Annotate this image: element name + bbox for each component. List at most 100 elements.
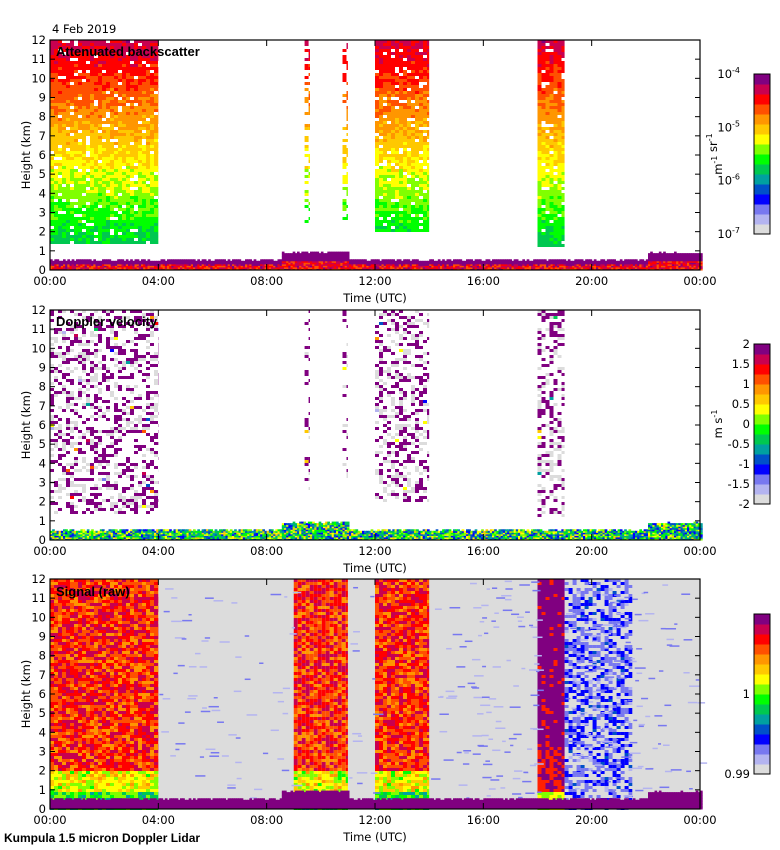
heatmap-cell xyxy=(70,223,74,226)
heatmap-cell xyxy=(419,61,423,64)
heatmap-cell xyxy=(249,265,252,268)
heatmap-cell xyxy=(150,202,154,205)
heatmap-cell xyxy=(385,265,389,268)
heatmap-cell xyxy=(415,67,419,70)
heatmap-cell xyxy=(142,106,146,109)
heatmap-cell xyxy=(203,266,207,269)
heatmap-cell xyxy=(415,79,419,82)
heatmap-cell xyxy=(403,169,407,172)
heatmap-cell xyxy=(114,46,118,49)
heatmap-cell xyxy=(407,202,411,205)
heatmap-cell xyxy=(142,205,146,208)
heatmap-cell xyxy=(142,133,146,136)
heatmap-cell xyxy=(419,88,423,91)
heatmap-cell xyxy=(407,130,411,133)
heatmap-cell xyxy=(557,118,562,121)
heatmap-cell xyxy=(415,40,419,43)
heatmap-cell xyxy=(395,169,399,172)
heatmap-cell xyxy=(251,266,255,269)
heatmap-cell xyxy=(557,259,560,262)
heatmap-cell xyxy=(366,262,369,265)
heatmap-cell xyxy=(142,145,146,148)
heatmap-cell xyxy=(58,266,62,269)
heatmap-cell xyxy=(106,109,110,112)
heatmap-cell xyxy=(50,163,54,166)
heatmap-cell xyxy=(545,226,550,229)
heatmap-cell xyxy=(142,217,146,220)
heatmap-cell xyxy=(403,181,407,184)
heatmap-cell xyxy=(114,97,118,100)
heatmap-cell xyxy=(431,263,434,266)
heatmap-cell xyxy=(78,136,82,139)
heatmap-cell xyxy=(54,97,58,100)
heatmap-cell xyxy=(557,184,562,187)
heatmap-cell xyxy=(479,266,482,269)
heatmap-cell xyxy=(58,190,62,193)
heatmap-cell xyxy=(357,262,361,265)
heatmap-cell xyxy=(415,58,419,61)
heatmap-cell xyxy=(557,124,562,127)
heatmap-cell xyxy=(401,266,404,269)
heatmap-cell xyxy=(216,259,220,262)
heatmap-cell xyxy=(520,262,523,265)
heatmap-cell xyxy=(492,262,495,265)
heatmap-cell xyxy=(143,259,146,262)
heatmap-cell xyxy=(320,254,324,257)
heatmap-cell xyxy=(541,43,546,46)
heatmap-cell xyxy=(415,118,419,121)
heatmap-cell xyxy=(118,40,122,43)
heatmap-cell xyxy=(99,262,103,265)
heatmap-cell xyxy=(587,262,590,265)
heatmap-cell xyxy=(567,260,571,263)
heatmap-cell xyxy=(561,229,565,232)
heatmap-cell xyxy=(134,184,138,187)
heatmap-cell xyxy=(98,157,102,160)
heatmap-cell xyxy=(346,148,348,151)
heatmap-cell xyxy=(496,266,499,269)
heatmap-cell xyxy=(132,263,135,266)
heatmap-cell xyxy=(541,199,546,202)
heatmap-cell xyxy=(427,106,430,109)
heatmap-cell xyxy=(146,127,150,130)
heatmap-cell xyxy=(118,238,122,241)
heatmap-cell xyxy=(395,154,399,157)
heatmap-cell xyxy=(541,136,546,139)
heatmap-cell xyxy=(82,232,86,235)
heatmap-cell xyxy=(541,76,546,79)
heatmap-cell xyxy=(466,266,469,269)
heatmap-cell xyxy=(247,260,250,263)
heatmap-cell xyxy=(142,88,146,91)
heatmap-cell xyxy=(548,263,551,266)
heatmap-cell xyxy=(474,266,478,269)
heatmap-cell xyxy=(416,260,419,263)
heatmap-cell xyxy=(281,254,285,257)
heatmap-cell xyxy=(545,103,550,106)
heatmap-cell xyxy=(78,190,82,193)
heatmap-cell xyxy=(308,67,310,70)
heatmap-cell xyxy=(58,265,62,268)
heatmap-cell xyxy=(106,100,110,103)
heatmap-cell xyxy=(308,52,310,55)
heatmap-cell xyxy=(110,202,114,205)
heatmap-cell xyxy=(150,115,154,118)
heatmap-cell xyxy=(122,130,126,133)
heatmap-cell xyxy=(134,220,138,223)
heatmap-cell xyxy=(86,238,90,241)
heatmap-cell xyxy=(74,220,78,223)
heatmap-cell xyxy=(288,265,291,268)
heatmap-cell xyxy=(122,52,126,55)
heatmap-cell xyxy=(66,106,70,109)
heatmap-cell xyxy=(146,178,150,181)
heatmap-cell xyxy=(318,254,322,257)
heatmap-cell xyxy=(50,208,54,211)
heatmap-cell xyxy=(138,103,142,106)
heatmap-cell xyxy=(114,184,118,187)
heatmap-cell xyxy=(142,190,146,193)
heatmap-cell xyxy=(375,136,379,139)
heatmap-cell xyxy=(110,124,114,127)
heatmap-cell xyxy=(154,88,158,91)
heatmap-cell xyxy=(110,235,114,238)
heatmap-cell xyxy=(375,187,379,190)
heatmap-cell xyxy=(74,196,78,199)
heatmap-cell xyxy=(150,154,154,157)
